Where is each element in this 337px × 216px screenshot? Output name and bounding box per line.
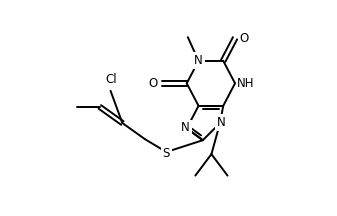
Text: O: O	[148, 77, 157, 90]
Text: O: O	[240, 32, 249, 45]
Text: Cl: Cl	[106, 73, 117, 86]
Text: NH: NH	[237, 77, 255, 90]
Text: N: N	[181, 121, 190, 134]
Text: N: N	[217, 116, 225, 129]
Text: N: N	[194, 54, 203, 67]
Text: S: S	[163, 147, 170, 160]
